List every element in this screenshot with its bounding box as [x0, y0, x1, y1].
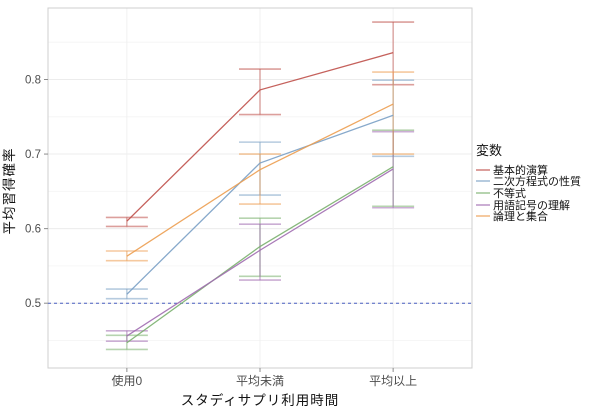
- legend-item: 基本的演算: [476, 164, 581, 177]
- series-line-基本的演算: [126, 52, 394, 222]
- legend-title: 変数: [476, 143, 503, 158]
- legend-label: 不等式: [493, 187, 526, 200]
- legend-label: 基本的演算: [493, 164, 548, 177]
- legend-key-line: [476, 191, 490, 194]
- legend-label: 論理と集合: [493, 211, 548, 224]
- x-tick-label: 使用0: [112, 373, 143, 388]
- legend-label: 用語記号の理解: [493, 199, 570, 212]
- series-line-二次方程式の性質: [126, 114, 394, 295]
- legend: 変数 基本的演算 二次方程式の性質 不等式 用語記号の理解 論理と集合: [476, 140, 581, 224]
- x-tick-label: 平均以上: [369, 374, 417, 388]
- y-axis-title: 平均習得確率: [2, 147, 17, 235]
- y-tick-label: 0.5: [25, 298, 41, 310]
- legend-items: 基本的演算 二次方程式の性質 不等式 用語記号の理解 論理と集合: [476, 164, 581, 224]
- legend-item: 不等式: [476, 187, 581, 200]
- legend-label: 二次方程式の性質: [493, 176, 581, 189]
- y-tick-label: 0.8: [25, 74, 41, 86]
- legend-key-line: [476, 215, 490, 218]
- legend-key-line: [476, 203, 490, 206]
- x-tick-label: 平均未満: [236, 374, 284, 388]
- x-axis-title: スタディサプリ利用時間: [180, 393, 340, 408]
- series-line-論理と集合: [126, 103, 394, 257]
- legend-item: 二次方程式の性質: [476, 176, 581, 188]
- legend-key-line: [476, 180, 490, 183]
- y-tick-label: 0.6: [25, 224, 41, 236]
- y-tick-label: 0.7: [25, 149, 41, 161]
- legend-item: 論理と集合: [476, 210, 581, 224]
- series-line-不等式: [126, 166, 394, 344]
- legend-key-line: [476, 168, 490, 171]
- series-line-用語記号の理解: [126, 168, 394, 337]
- legend-item: 用語記号の理解: [476, 199, 581, 212]
